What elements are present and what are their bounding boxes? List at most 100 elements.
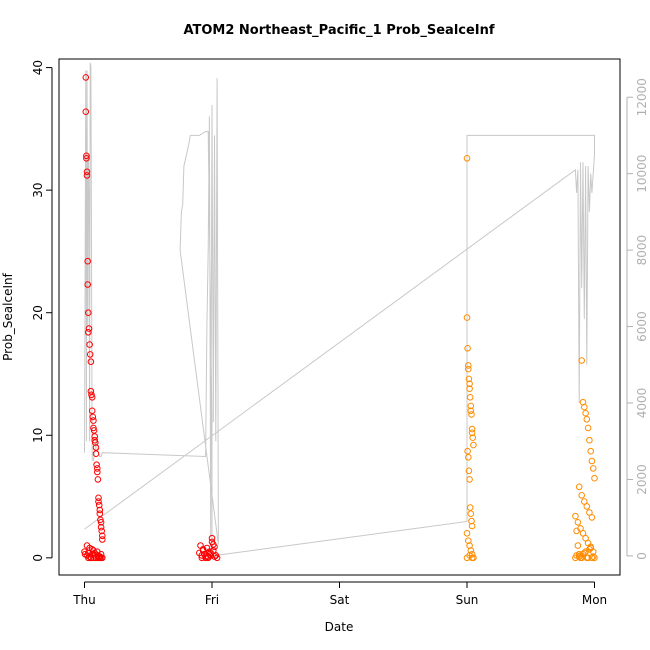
data-point-orange: [467, 402, 475, 410]
data-point-red: [94, 468, 101, 476]
data-point-orange: [468, 425, 476, 433]
data-point-orange: [579, 550, 587, 558]
data-point-red: [87, 387, 95, 395]
data-point-red: [85, 329, 92, 336]
data-point-red: [90, 427, 98, 434]
data-point-red: [83, 155, 90, 162]
data-point-red: [82, 108, 90, 115]
data-point-orange: [469, 434, 477, 442]
data-point-orange: [574, 519, 582, 526]
y2-tick-label: 0: [635, 552, 649, 560]
data-point-red: [96, 510, 104, 518]
data-point-red: [83, 172, 91, 179]
data-point-orange: [583, 416, 591, 423]
data-point-red: [199, 546, 207, 553]
data-point-orange: [583, 503, 591, 510]
data-point-orange: [588, 514, 596, 521]
data-point-red: [97, 519, 105, 526]
data-point-orange: [591, 474, 598, 482]
data-point-red: [206, 550, 213, 558]
data-point-red: [83, 168, 91, 176]
data-point-orange: [466, 394, 474, 401]
data-point-orange: [465, 454, 472, 461]
y-tick-label: 40: [31, 60, 45, 75]
points-layer: [81, 74, 598, 562]
data-point-red: [99, 532, 106, 540]
data-point-orange: [465, 362, 472, 369]
data-point-orange: [467, 407, 475, 415]
y2-tick-label: 12000: [635, 78, 649, 116]
data-point-red: [212, 552, 220, 559]
data-point-orange: [464, 345, 471, 352]
data-point-red: [210, 541, 217, 548]
data-point-orange: [466, 380, 473, 388]
data-point-red: [92, 439, 99, 446]
data-point-orange: [468, 554, 476, 562]
data-point-orange: [466, 476, 473, 483]
data-point-orange: [466, 385, 473, 393]
data-point-orange: [589, 465, 597, 472]
y-axis-label: Prob_SealceInf: [1, 272, 15, 360]
data-point-orange: [584, 424, 592, 432]
plot-box: [58, 58, 621, 576]
data-point-orange: [578, 357, 586, 364]
data-point-orange: [589, 553, 597, 560]
data-point-orange: [587, 447, 595, 455]
data-point-orange: [465, 467, 473, 475]
data-point-orange: [588, 554, 596, 562]
depth-series-line: [84, 62, 595, 557]
y2-tick-label: 2000: [635, 464, 649, 495]
data-point-orange: [463, 530, 471, 537]
x-tick-label: Thu: [72, 593, 96, 607]
x-tick-label: Sat: [330, 593, 350, 607]
data-point-red: [85, 325, 93, 332]
data-point-red: [86, 341, 93, 348]
data-point-orange: [588, 457, 596, 465]
data-point-red: [84, 257, 91, 265]
data-point-red: [97, 554, 105, 562]
data-point-orange: [463, 314, 471, 321]
data-point-red: [207, 549, 214, 557]
data-point-red: [82, 74, 90, 81]
data-point-red: [198, 554, 206, 562]
y2-tick-label: 6000: [635, 311, 649, 342]
data-point-orange: [581, 403, 588, 411]
x-axis: Thu Fri Sat Sun Mon: [72, 581, 607, 607]
y-axis-right: 0 2000 4000 6000 8000 10000 12000: [626, 78, 649, 560]
data-point-red: [211, 553, 218, 560]
data-point-red: [95, 501, 103, 509]
data-point-red: [95, 554, 102, 562]
data-point-red: [91, 433, 98, 440]
data-point-red: [92, 444, 100, 451]
data-point-red: [90, 417, 97, 424]
data-point-orange: [591, 554, 598, 562]
data-point-orange: [465, 365, 472, 373]
data-point-orange: [468, 429, 476, 437]
data-point-red: [99, 536, 106, 543]
data-point-orange: [463, 155, 471, 162]
data-point-orange: [574, 542, 582, 549]
data-point-orange: [468, 522, 476, 530]
x-tick-label: Fri: [205, 593, 219, 607]
data-point-red: [93, 461, 100, 469]
data-point-red: [88, 407, 96, 415]
data-point-red: [206, 548, 213, 556]
data-point-orange: [467, 510, 475, 518]
data-point-red: [83, 152, 90, 160]
data-point-orange: [470, 441, 477, 449]
data-point-orange: [582, 409, 589, 417]
data-point-orange: [465, 375, 473, 383]
data-point-orange: [578, 492, 586, 499]
data-point-orange: [579, 530, 587, 537]
data-point-red: [92, 450, 100, 458]
y-tick-label: 30: [31, 183, 45, 198]
data-point-red: [94, 476, 102, 483]
data-point-orange: [587, 543, 595, 551]
y2-tick-label: 10000: [635, 155, 649, 193]
data-point-orange: [464, 447, 471, 455]
data-point-red: [86, 351, 94, 358]
data-point-red: [85, 309, 92, 317]
data-point-orange: [572, 554, 579, 562]
x-tick-label: Mon: [582, 593, 607, 607]
